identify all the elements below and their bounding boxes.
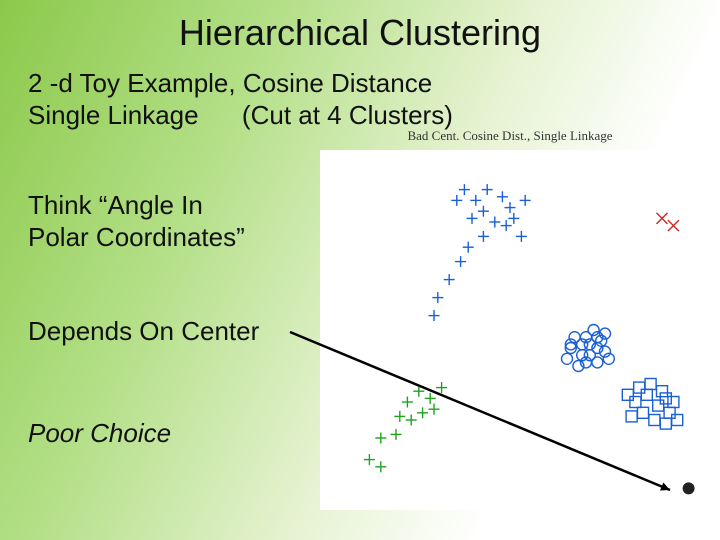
subtitle-line-2: Single Linkage (Cut at 4 Clusters) [28, 100, 453, 131]
slide-root: Hierarchical Clustering 2 -d Toy Example… [0, 0, 720, 540]
slide-title: Hierarchical Clustering [0, 12, 720, 54]
chart-svg [320, 150, 700, 510]
subtitle-line-2b: (Cut at 4 Clusters) [242, 100, 453, 130]
poor-choice-line: Poor Choice [28, 418, 171, 449]
subtitle-line-2a: Single Linkage [28, 100, 199, 130]
subtitle-line-1: 2 -d Toy Example, Cosine Distance [28, 68, 432, 99]
depends-line: Depends On Center [28, 316, 259, 347]
scatter-chart: Bad Cent. Cosine Dist., Single Linkage [320, 150, 700, 510]
chart-title: Bad Cent. Cosine Dist., Single Linkage [320, 128, 700, 144]
think-line-2: Polar Coordinates” [28, 222, 245, 253]
think-line-1: Think “Angle In [28, 190, 203, 221]
